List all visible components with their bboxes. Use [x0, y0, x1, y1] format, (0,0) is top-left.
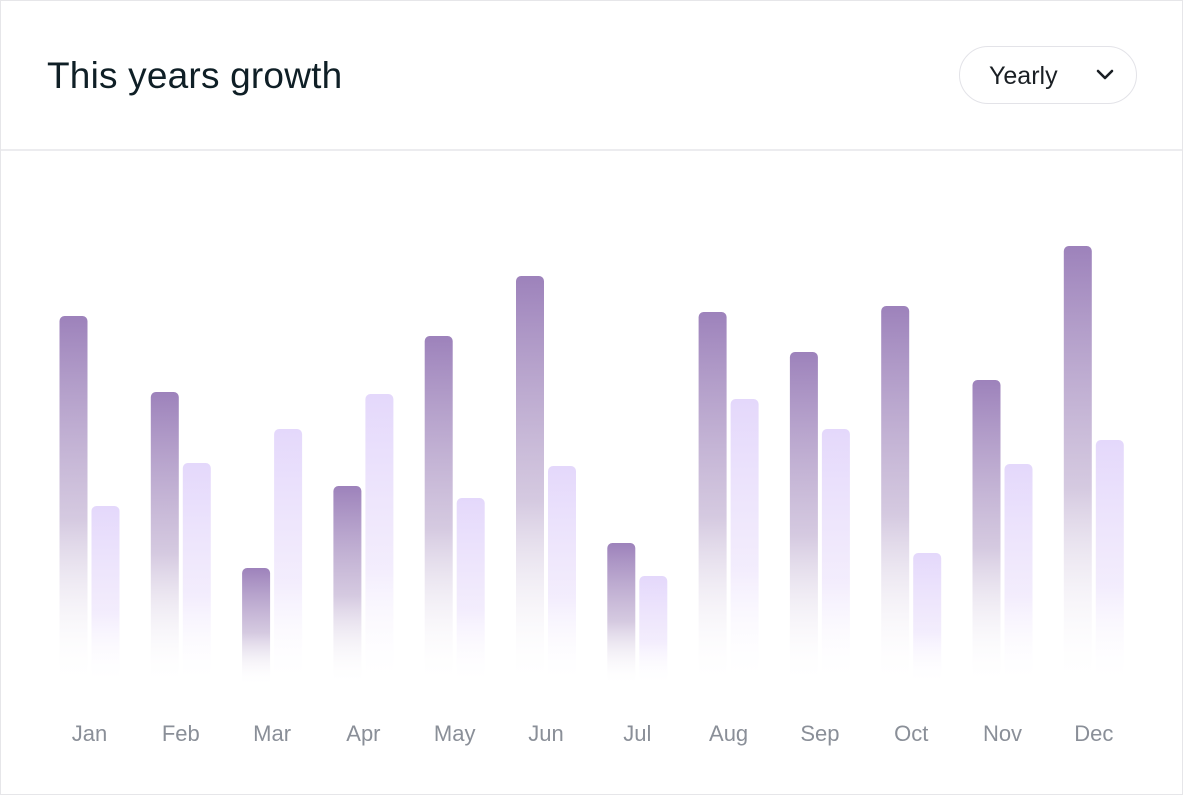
x-tick-label-feb: Feb	[162, 721, 200, 746]
x-axis-ticks: Jan Feb Mar Apr May Jun Jul Aug Sep Oct Nov Dec	[72, 721, 1114, 746]
x-tick-label-jun: Jun	[528, 721, 563, 746]
bar-jul-secondary	[639, 576, 668, 686]
bar-dec-primary	[1063, 246, 1092, 686]
period-dropdown[interactable]: Yearly	[959, 46, 1137, 104]
x-tick-label-nov: Nov	[983, 721, 1022, 746]
x-tick-label-jul: Jul	[623, 721, 651, 746]
bar-aug-primary	[698, 312, 727, 686]
bar-apr-secondary	[365, 394, 394, 686]
bar-sep-secondary	[821, 429, 850, 686]
bar-feb-secondary	[182, 463, 211, 686]
chart-title: This years growth	[47, 55, 343, 96]
bar-jan-secondary	[91, 506, 120, 686]
x-tick-label-may: May	[434, 721, 476, 746]
bars-layer	[59, 246, 1124, 686]
x-tick-label-apr: Apr	[346, 721, 380, 746]
bar-dec-secondary	[1095, 440, 1124, 686]
bar-nov-secondary	[1004, 464, 1033, 686]
x-tick-label-dec: Dec	[1074, 721, 1113, 746]
bar-nov-primary	[972, 380, 1001, 686]
period-dropdown-label: Yearly	[989, 62, 1058, 90]
x-tick-label-oct: Oct	[894, 721, 928, 746]
bar-mar-primary	[242, 568, 271, 686]
bar-aug-secondary	[730, 399, 759, 686]
bar-jan-primary	[59, 316, 88, 686]
bar-chart: Jan Feb Mar Apr May Jun Jul Aug Sep Oct Nov Dec	[59, 246, 1124, 746]
x-tick-label-jan: Jan	[72, 721, 107, 746]
bar-oct-primary	[881, 306, 910, 686]
x-tick-label-sep: Sep	[800, 721, 839, 746]
bar-mar-secondary	[274, 429, 303, 686]
bar-may-primary	[424, 336, 453, 686]
bar-jun-secondary	[548, 466, 576, 686]
bar-sep-primary	[789, 352, 818, 686]
chevron-down-icon	[1096, 69, 1114, 80]
x-tick-label-mar: Mar	[253, 721, 291, 746]
card-header: This years growth Yearly	[1, 1, 1182, 151]
bar-oct-secondary	[913, 553, 942, 686]
x-tick-label-aug: Aug	[709, 721, 748, 746]
bar-feb-primary	[150, 392, 179, 686]
bar-jul-primary	[607, 543, 636, 686]
bar-apr-primary	[333, 486, 362, 686]
bar-jun-primary	[516, 276, 544, 686]
bar-may-secondary	[456, 498, 485, 686]
